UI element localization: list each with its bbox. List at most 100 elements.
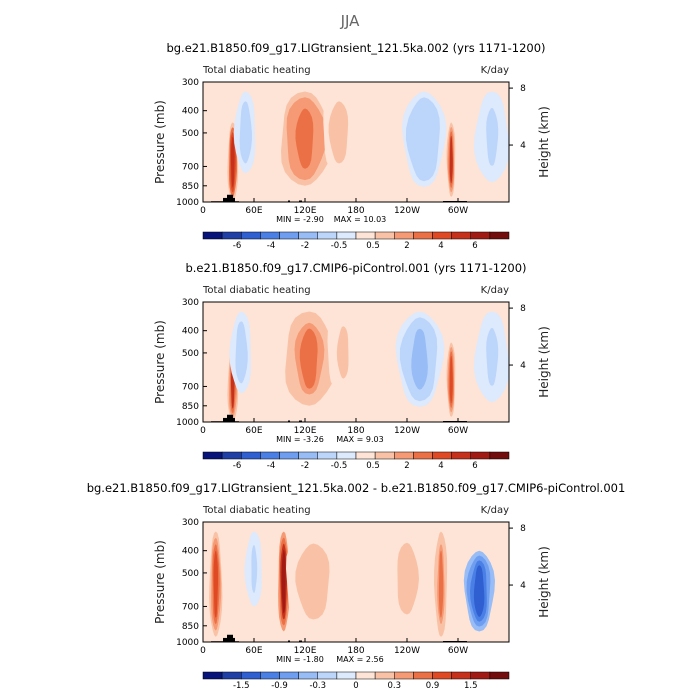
- y-tick-label: 850: [182, 402, 199, 412]
- colorbar-label: -1.5: [233, 681, 250, 691]
- colorbar-swatch: [394, 232, 413, 239]
- colorbar-swatch: [203, 672, 222, 679]
- y-tick-label: 300: [182, 78, 199, 88]
- y-axis-right-label: Height (km): [537, 546, 551, 617]
- colorbar-swatch: [203, 452, 222, 459]
- topography-mask: [227, 635, 233, 642]
- colorbar-swatch: [337, 452, 356, 459]
- colorbar-label: -0.5: [331, 241, 348, 251]
- colorbar-swatch: [394, 452, 413, 459]
- colorbar-swatch: [280, 232, 299, 239]
- colorbar-swatch: [375, 452, 394, 459]
- y-axis-label: Pressure (mb): [153, 100, 167, 184]
- colorbar-label: -0.5: [331, 461, 348, 471]
- x-tick-label: 60E: [245, 426, 262, 436]
- colorbar-label: 0.5: [366, 461, 380, 471]
- colorbar-swatch: [241, 672, 260, 679]
- y-axis-right-label: Height (km): [537, 326, 551, 397]
- colorbar-swatch: [471, 672, 490, 679]
- y-tick-label: 850: [182, 182, 199, 192]
- y-axis-label: Pressure (mb): [153, 540, 167, 624]
- panel-units: K/day: [481, 505, 509, 516]
- x-tick-label: 60E: [245, 206, 262, 216]
- colorbar-swatch: [490, 232, 509, 239]
- colorbar-swatch: [337, 672, 356, 679]
- height-tick-label: 8: [520, 304, 526, 314]
- y-tick-label: 850: [182, 622, 199, 632]
- y-tick-label: 400: [182, 327, 199, 337]
- colorbar-swatch: [260, 452, 279, 459]
- y-tick-label: 500: [182, 569, 199, 579]
- colorbar-label: 4: [438, 461, 443, 471]
- colorbar-label: 0.9: [426, 681, 440, 691]
- height-tick-label: 4: [520, 581, 526, 591]
- height-tick-label: 4: [520, 141, 526, 151]
- chart-panel-2: b.e21.B1850.f09_g17.CMIP6-piControl.001 …: [153, 261, 551, 471]
- x-tick-label: 0: [200, 426, 206, 436]
- colorbar-swatch: [356, 672, 375, 679]
- colorbar-swatch: [413, 232, 432, 239]
- colorbar-swatch: [433, 232, 452, 239]
- colorbar-swatch: [356, 232, 375, 239]
- colorbar-swatch: [452, 452, 471, 459]
- y-tick-label: 300: [182, 298, 199, 308]
- colorbar-swatch: [452, 232, 471, 239]
- colorbar-label: -2: [301, 241, 309, 251]
- colorbar-swatch: [490, 672, 509, 679]
- panel-units: K/day: [481, 65, 509, 76]
- colorbar-swatch: [356, 452, 375, 459]
- min-label: MIN = -3.26: [276, 435, 324, 444]
- chart-panel-3: bg.e21.B1850.f09_g17.LIGtransient_121.5k…: [87, 481, 626, 691]
- max-label: MAX = 9.03: [336, 435, 383, 444]
- colorbar-label: 4: [438, 241, 443, 251]
- colorbar-swatch: [299, 232, 318, 239]
- colorbar-label: -0.3: [309, 681, 326, 691]
- colorbar-label: 2: [404, 461, 409, 471]
- panel-title: b.e21.B1850.f09_g17.CMIP6-piControl.001 …: [185, 261, 526, 275]
- colorbar-swatch: [260, 232, 279, 239]
- colorbar-swatch: [260, 672, 279, 679]
- colorbar-swatch: [318, 452, 337, 459]
- colorbar-swatch: [433, 672, 452, 679]
- contour-field: [203, 82, 509, 202]
- colorbar-label: -4: [267, 241, 275, 251]
- x-tick-label: 0: [200, 206, 206, 216]
- colorbar-label: 0.5: [366, 241, 380, 251]
- colorbar-swatch: [452, 672, 471, 679]
- colorbar-swatch: [433, 452, 452, 459]
- x-tick-label: 120W: [394, 646, 420, 656]
- colorbar-swatch: [280, 672, 299, 679]
- colorbar-swatch: [318, 232, 337, 239]
- x-tick-label: 60W: [448, 426, 468, 436]
- colorbar-label: -4: [267, 461, 275, 471]
- colorbar-swatch: [413, 452, 432, 459]
- y-tick-label: 300: [182, 518, 199, 528]
- colorbar-swatch: [471, 232, 490, 239]
- colorbar-label: 6: [472, 461, 477, 471]
- y-tick-label: 400: [182, 107, 199, 117]
- colorbar-swatch: [394, 672, 413, 679]
- colorbar-swatch: [471, 452, 490, 459]
- max-label: MAX = 10.03: [334, 215, 387, 224]
- contour-field: [203, 522, 509, 642]
- x-tick-label: 60E: [245, 646, 262, 656]
- colorbar-swatch: [375, 672, 394, 679]
- colorbar-swatch: [241, 452, 260, 459]
- x-tick-label: 120W: [394, 206, 420, 216]
- colorbar-label: 1.5: [464, 681, 478, 691]
- panel-units: K/day: [481, 285, 509, 296]
- colorbar-label: 0.3: [387, 681, 401, 691]
- y-tick-label: 1000: [176, 638, 199, 648]
- x-tick-label: 0: [200, 646, 206, 656]
- colorbar-swatch: [280, 452, 299, 459]
- colorbar-swatch: [413, 672, 432, 679]
- height-tick-label: 8: [520, 84, 526, 94]
- colorbar-swatch: [299, 452, 318, 459]
- colorbar-label: -6: [233, 461, 241, 471]
- figure-title: JJA: [340, 12, 361, 30]
- y-tick-label: 700: [182, 162, 199, 172]
- x-tick-label: 60W: [448, 206, 468, 216]
- figure: JJA bg.e21.B1850.f09_g17.LIGtransient_12…: [0, 0, 700, 700]
- colorbar-swatch: [299, 672, 318, 679]
- panel-subtitle: Total diabatic heating: [202, 505, 311, 516]
